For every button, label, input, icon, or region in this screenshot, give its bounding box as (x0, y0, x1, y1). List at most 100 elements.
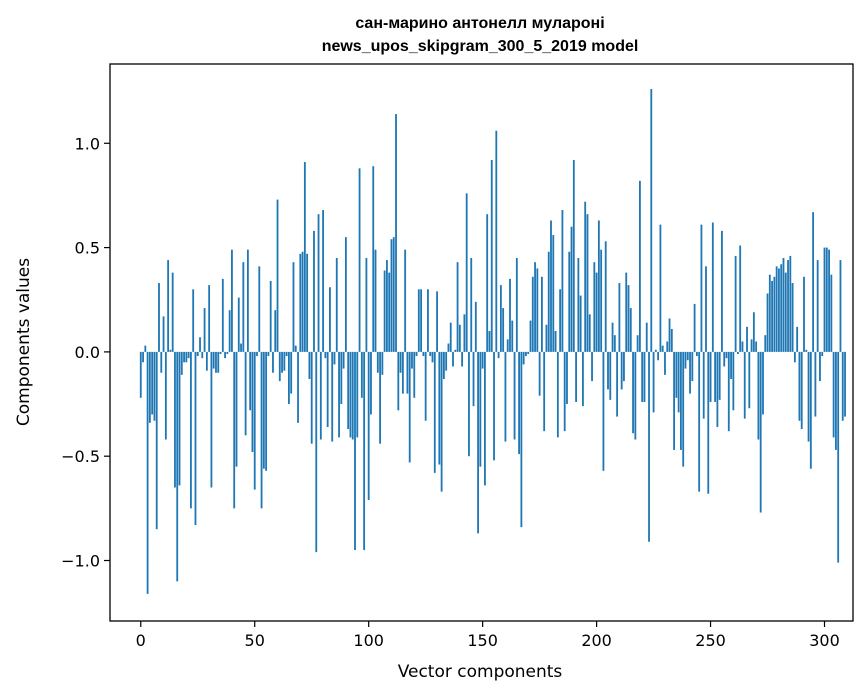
bar-91 (347, 351, 350, 430)
bar-10 (162, 316, 165, 352)
bar-201 (597, 220, 600, 352)
bar-58 (272, 351, 274, 373)
bar-277 (771, 280, 773, 352)
bar-132 (440, 351, 443, 492)
bar-66 (290, 351, 293, 394)
bar-147 (474, 301, 477, 352)
bar-65 (288, 351, 290, 405)
bar-185 (561, 210, 564, 352)
bar-247 (702, 351, 705, 419)
bar-52 (258, 266, 261, 352)
bar-54 (262, 351, 265, 469)
bar-5 (151, 351, 154, 415)
bar-285 (789, 255, 792, 352)
bar-253 (716, 351, 719, 427)
bar-295 (812, 212, 815, 352)
bar-8 (158, 283, 160, 352)
bar-76 (313, 230, 315, 352)
bar-126 (427, 289, 429, 352)
bar-228 (659, 224, 662, 352)
bar-115 (401, 351, 404, 394)
bar-167 (520, 351, 523, 528)
bar-219 (638, 180, 641, 352)
bar-145 (470, 258, 473, 352)
bar-50 (253, 351, 256, 490)
bar-283 (784, 272, 787, 352)
bar-196 (586, 214, 589, 352)
bar-213 (625, 272, 628, 352)
y-tick-label: −0.5 (61, 447, 100, 466)
bar-19 (183, 351, 185, 363)
bar-166 (518, 351, 521, 455)
bar-262 (736, 351, 739, 354)
bar-265 (743, 351, 746, 419)
bar-146 (472, 351, 475, 407)
bar-270 (755, 341, 758, 352)
bar-111 (392, 237, 395, 352)
bar-148 (477, 351, 479, 534)
bar-82 (326, 351, 329, 427)
bar-204 (604, 241, 607, 352)
bar-275 (766, 293, 769, 352)
bar-187 (566, 351, 568, 405)
bar-86 (335, 258, 338, 352)
bar-141 (461, 351, 464, 367)
bar-186 (563, 351, 566, 432)
x-tick-label: 300 (809, 631, 840, 650)
bar-160 (504, 351, 507, 442)
bar-60 (276, 199, 279, 352)
bar-162 (509, 278, 511, 352)
bar-56 (267, 351, 270, 357)
bar-134 (445, 351, 448, 371)
bar-244 (695, 351, 698, 357)
bar-28 (203, 308, 206, 352)
bar-103 (374, 249, 377, 352)
x-tick-label: 100 (353, 631, 384, 650)
bar-242 (691, 351, 694, 382)
bar-215 (629, 308, 632, 352)
bar-69 (297, 351, 299, 423)
bar-299 (821, 351, 824, 357)
bar-72 (303, 162, 306, 352)
bar-55 (265, 351, 268, 471)
bar-176 (540, 276, 543, 352)
bar-302 (828, 249, 830, 352)
bar-191 (575, 351, 577, 402)
bar-243 (693, 303, 696, 352)
y-tick-label: −1.0 (61, 552, 100, 571)
bar-250 (709, 351, 712, 402)
bar-296 (814, 351, 817, 417)
x-tick-label: 250 (695, 631, 726, 650)
bar-232 (668, 318, 671, 352)
bar-140 (458, 324, 461, 352)
bar-225 (652, 351, 655, 413)
bar-297 (816, 260, 819, 352)
bar-159 (502, 308, 505, 352)
bar-61 (278, 351, 281, 382)
bar-99 (365, 258, 368, 352)
bar-73 (306, 253, 309, 352)
bar-36 (221, 278, 224, 352)
bar-200 (595, 272, 598, 352)
bar-127 (429, 351, 432, 357)
bar-133 (442, 351, 445, 380)
bar-92 (349, 351, 352, 438)
bar-238 (682, 351, 685, 467)
bar-130 (436, 291, 438, 352)
bar-258 (727, 351, 730, 432)
bar-122 (417, 289, 420, 352)
x-tick-label: 0 (136, 631, 146, 650)
bar-212 (623, 351, 625, 382)
bar-40 (231, 249, 233, 352)
bar-263 (739, 245, 742, 352)
bar-229 (661, 345, 664, 352)
bar-234 (673, 351, 675, 450)
bar-124 (422, 351, 425, 357)
bar-129 (433, 351, 436, 473)
bar-308 (841, 351, 844, 421)
bar-248 (705, 266, 707, 352)
bar-284 (787, 260, 789, 352)
bar-188 (568, 251, 571, 352)
bar-282 (782, 258, 785, 352)
bar-254 (718, 351, 721, 400)
